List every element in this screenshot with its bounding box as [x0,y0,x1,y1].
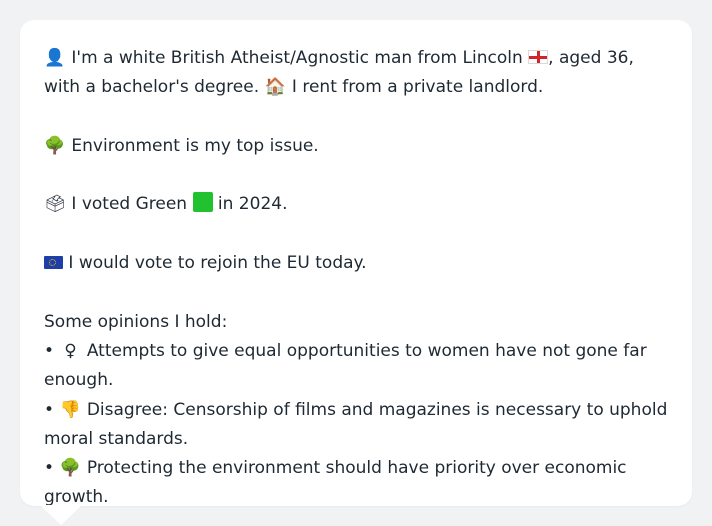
intro-text-a: I'm a white British Atheist/Agnostic man… [71,48,523,68]
opinion-item-3: • 🌳 Protecting the environment should ha… [44,454,668,513]
bubble-tail [40,505,82,525]
opinion-text-3: Protecting the environment should have p… [44,458,627,508]
top-issue-text: Environment is my top issue. [71,135,319,156]
opinions-heading: Some opinions I hold: [44,311,228,332]
house-icon: 🏠 [264,77,287,98]
opinion-text-1: Attempts to give equal opportunities to … [44,340,647,391]
intro-text-b: , aged 36, with a bachelor's degree. [44,48,634,98]
message-content: 👤 I'm a white British Atheist/Agnostic m… [44,44,668,513]
england-flag-icon [528,50,549,64]
person-silhouette-icon: 👤 [44,48,66,68]
profile-intro: 👤 I'm a white British Atheist/Agnostic m… [44,44,668,103]
tree-icon: 🌳 [59,458,82,479]
tree-icon: 🌳 [44,135,66,156]
intro-text-c: I rent from a private landlord. [291,77,544,98]
top-issue: 🌳 Environment is my top issue. [44,132,668,161]
opinion-item-2: • 👎 Disagree: Censorship of films and ma… [44,396,668,455]
vote-text-b: in 2024. [217,194,288,215]
green-square-icon [192,192,213,213]
vote-text-a: I voted Green [71,194,188,215]
female-sign-icon: ♀ [64,340,77,361]
bullet: • [44,458,55,479]
vote-line: 🗳 I voted Green in 2024. [44,190,668,219]
opinion-item-1: • ♀ Attempts to give equal opportunities… [44,337,668,396]
bullet: • [44,340,55,361]
message-bubble: 👤 I'm a white British Atheist/Agnostic m… [20,20,692,507]
ballot-box-icon: 🗳 [44,194,66,215]
bullet: • [44,399,55,420]
eu-flag-icon [44,256,63,270]
eu-text: I would vote to rejoin the EU today. [68,253,367,274]
thumbs-down-icon: 👎 [59,399,82,420]
eu-line: I would vote to rejoin the EU today. [44,249,668,278]
opinion-text-2: Disagree: Censorship of films and magazi… [44,399,668,449]
